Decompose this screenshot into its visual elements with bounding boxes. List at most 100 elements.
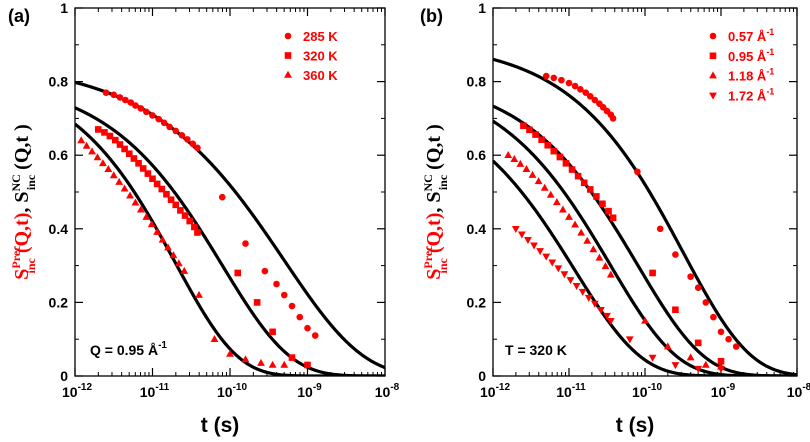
data-point: [104, 164, 113, 172]
data-point: [268, 360, 277, 368]
data-point: [550, 147, 558, 155]
data-point: [606, 270, 615, 278]
data-point: [565, 212, 573, 220]
annotation-sup: -1: [158, 340, 167, 351]
legend-label-text: 1.18 Å: [728, 69, 767, 84]
data-point: [542, 253, 551, 261]
x-axis-title: t (s): [616, 414, 655, 437]
x-tick-label: 10-8: [787, 382, 810, 400]
data-point: [180, 266, 189, 274]
data-point: [131, 198, 140, 206]
panel-label: (a): [8, 6, 30, 26]
data-point: [601, 262, 610, 270]
y-tick-label: 0.6: [467, 147, 487, 163]
x-tick-exponent: -8: [390, 382, 399, 393]
data-point: [522, 164, 531, 172]
legend-label-text: 360 K: [303, 68, 338, 83]
legend-marker: [284, 32, 292, 40]
data-point: [109, 171, 118, 179]
data-point: [93, 153, 102, 161]
y-title-base-2: S: [423, 192, 445, 203]
annotation-text: Q = 0.95 Å: [90, 342, 158, 358]
data-point: [172, 127, 180, 135]
panel-b: 10-12 10-11 10-10 10-9 10-800.20.40.60.810.5…: [420, 0, 810, 437]
data-point: [288, 302, 296, 310]
data-point: [538, 136, 545, 144]
legend-label: 285 K: [303, 29, 338, 44]
x-tick-exponent: -9: [313, 382, 322, 393]
x-tick-base: 10: [556, 384, 572, 400]
data-point: [641, 316, 649, 324]
x-tick-exponent: -10: [233, 382, 248, 393]
data-point: [155, 115, 162, 123]
data-point: [717, 365, 725, 373]
data-point: [191, 223, 198, 231]
data-point: [565, 79, 573, 87]
legend-label: 320 K: [303, 49, 338, 64]
data-point: [649, 269, 656, 277]
data-point: [186, 217, 193, 225]
legend-label-sup: -1: [766, 47, 774, 57]
fit-curve: [493, 159, 797, 376]
data-point: [578, 288, 587, 296]
x-tick-label: 10-11: [140, 382, 170, 400]
legend-label-text: 285 K: [303, 29, 338, 44]
x-tick-label: 10-8: [375, 382, 400, 400]
annotation-text: T = 320 K: [505, 342, 567, 358]
data-point: [605, 207, 612, 215]
data-point: [710, 313, 717, 321]
data-point: [577, 228, 586, 236]
fit-curve: [493, 104, 797, 376]
y-title-args-2: (Q,t ): [423, 124, 445, 175]
data-point: [590, 300, 599, 308]
legend-marker: [709, 52, 717, 60]
legend-label: 1.72 Å-1: [728, 86, 774, 103]
data-point: [577, 86, 584, 93]
data-point: [253, 299, 261, 306]
annotation: Q = 0.95 Å-1: [90, 340, 167, 358]
data-point: [606, 318, 615, 325]
data-point: [147, 220, 156, 228]
data-point: [656, 225, 664, 233]
plot-frame: [74, 7, 386, 377]
data-point: [526, 126, 533, 134]
data-point: [571, 220, 579, 228]
data-point: [593, 193, 600, 200]
fit-curve: [75, 80, 385, 370]
data-point: [559, 205, 567, 213]
y-tick-label: 0: [478, 368, 486, 384]
data-point: [210, 335, 219, 342]
y-title-sup-2: NC: [9, 174, 23, 191]
x-tick-label: 10-10: [217, 382, 247, 400]
data-point: [591, 96, 599, 104]
y-title-sub-2: inc: [436, 174, 450, 190]
data-point: [562, 159, 570, 167]
legend-label: 1.18 Å-1: [728, 67, 774, 84]
x-tick-base: 10: [375, 384, 391, 400]
data-point: [149, 175, 156, 183]
legend-marker: [709, 92, 717, 100]
data-point: [580, 179, 588, 187]
legend-marker: [709, 32, 717, 40]
x-tick-base: 10: [632, 384, 648, 400]
legend-label-sup: -1: [766, 86, 774, 96]
data-point: [634, 168, 641, 176]
y-tick-label: 0.6: [49, 147, 69, 163]
data-point: [609, 115, 617, 122]
data-point: [586, 186, 594, 193]
data-point: [556, 153, 564, 161]
x-tick-exponent: -9: [726, 382, 735, 393]
fit-curve: [493, 57, 797, 376]
x-tick-label: 10-10: [632, 382, 662, 400]
y-tick-label: 1: [478, 0, 486, 16]
y-title-args: (Q,t): [11, 213, 33, 259]
data-point: [687, 273, 694, 280]
data-point: [311, 332, 319, 339]
data-point: [304, 324, 311, 332]
y-tick-label: 1: [60, 0, 68, 16]
legend-marker: [284, 52, 292, 59]
data-point: [558, 76, 565, 84]
data-point: [517, 231, 526, 239]
data-point: [552, 198, 561, 206]
